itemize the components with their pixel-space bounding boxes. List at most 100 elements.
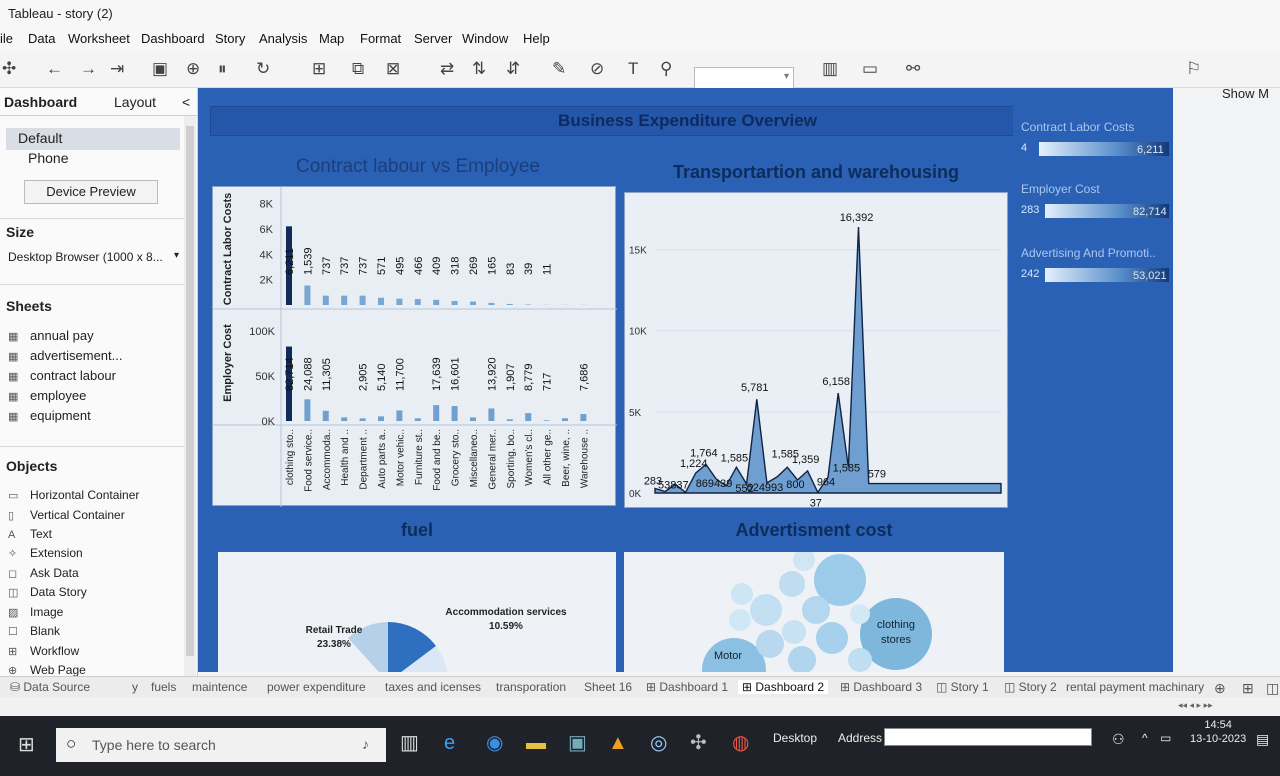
duplicate-icon[interactable]: ⧉ <box>352 59 365 78</box>
swap-icon[interactable]: ⇄ <box>440 59 455 78</box>
tab-scroll-arrows-icon[interactable]: ◂◂ ◂ ▸ ▸▸ <box>1178 700 1213 710</box>
tab-sheet[interactable]: y <box>132 680 138 694</box>
show-me-button[interactable]: Show M <box>1222 86 1269 101</box>
fit-dropdown[interactable]: ▾ <box>694 67 794 89</box>
sort-asc-icon[interactable]: ⇅ <box>472 59 487 78</box>
tab-story-2[interactable]: ◫ Story 2 <box>1004 680 1057 694</box>
bubble[interactable] <box>793 549 815 571</box>
object-blank[interactable]: ☐ Blank <box>8 624 60 638</box>
scrollbar-thumb[interactable] <box>186 126 194 656</box>
object-data-story[interactable]: ◫ Data Story <box>8 585 87 599</box>
sheet-item[interactable]: ▦ employee <box>8 388 86 403</box>
bubble[interactable] <box>750 594 782 626</box>
object-image[interactable]: ▨ Image <box>8 605 63 619</box>
tab-dashboard-2[interactable]: ⊞ Dashboard 2 <box>738 680 829 694</box>
undo-icon[interactable]: ← <box>46 59 63 78</box>
redo-icon[interactable]: → <box>80 59 97 78</box>
bubble[interactable] <box>850 604 870 624</box>
tableau-logo-icon[interactable]: ✣ <box>2 59 17 78</box>
tab-sheet[interactable]: fuels <box>151 680 177 694</box>
pie-slice-accommodation[interactable] <box>388 622 436 682</box>
tab-story-1[interactable]: ◫ Story 1 <box>936 680 989 694</box>
object-workflow[interactable]: ⊞ Workflow <box>8 644 79 658</box>
refresh-icon[interactable]: ↻ <box>256 59 271 78</box>
chevron-down-icon[interactable]: ▾ <box>174 250 180 261</box>
task-view-icon[interactable]: ▥ <box>400 732 419 754</box>
menu-map[interactable]: Map <box>319 31 345 46</box>
bubble-clothing-stores[interactable] <box>860 598 932 670</box>
file-explorer-icon[interactable]: ▬ <box>526 732 546 754</box>
pause-updates-icon[interactable]: ⏸ <box>218 59 227 78</box>
app-icon[interactable]: ◎ <box>650 732 668 754</box>
sheet-item[interactable]: ▦ annual pay <box>8 328 94 343</box>
people-icon[interactable]: ⚇ <box>1112 731 1125 747</box>
bubble[interactable] <box>756 630 784 658</box>
kpi-gradient-advertising[interactable] <box>1045 268 1169 282</box>
bubble[interactable] <box>802 596 830 624</box>
bubble[interactable] <box>731 583 753 605</box>
tab-sheet[interactable]: taxes and icenses <box>385 680 482 694</box>
tab-dashboard[interactable]: Dashboard <box>4 94 78 110</box>
notification-icon[interactable]: ▤ <box>1256 731 1270 747</box>
bubble[interactable] <box>729 609 751 631</box>
clear-sheet-icon[interactable]: ⊠ <box>386 59 401 78</box>
taskbar-search[interactable]: ○ Type here to search ♪ <box>56 728 386 762</box>
menu-data[interactable]: Data <box>28 31 56 46</box>
taskbar-desktop[interactable]: Desktop <box>773 731 818 745</box>
tab-sheet[interactable]: power expenditure <box>267 680 366 694</box>
menu-analysis[interactable]: Analysis <box>259 31 308 46</box>
kpi-gradient-employer[interactable] <box>1045 204 1169 218</box>
menu-story[interactable]: Story <box>215 31 246 46</box>
tab-sheet[interactable]: Sheet 16 <box>584 680 633 694</box>
fuel-pie-chart[interactable]: Retail Trade 23.38% Accommodation servic… <box>218 552 616 682</box>
contract-vs-employee-chart[interactable]: Contract Labor Costs Employer Cost 8K 6K 4K 2… <box>212 186 617 507</box>
device-default-selected[interactable] <box>6 128 180 150</box>
bubble[interactable] <box>816 622 848 654</box>
object-extension[interactable]: ✧ Extension <box>8 546 83 560</box>
object-horizontal-container[interactable]: ▭ Horizontal Container <box>8 488 139 502</box>
edge-icon[interactable]: e <box>444 732 456 754</box>
object-text[interactable]: A Text <box>8 527 52 541</box>
sheet-item[interactable]: ▦ contract labour <box>8 368 116 383</box>
replay-icon[interactable]: ⇥ <box>110 59 125 78</box>
collapse-pane-icon[interactable]: < <box>182 94 191 110</box>
new-sheet-icon[interactable]: ⊞ <box>312 59 327 78</box>
menu-format[interactable]: Format <box>360 31 402 46</box>
object-ask-data[interactable]: ◻ Ask Data <box>8 566 79 580</box>
tab-sheet[interactable]: rental payment machinary <box>1066 680 1205 694</box>
sheet-item[interactable]: ▦ advertisement... <box>8 348 123 363</box>
pie-slice-retail[interactable] <box>348 622 388 682</box>
bubble[interactable] <box>782 620 806 644</box>
transport-warehousing-chart[interactable]: 15K 10K 5K 0K 283 53837 1,224 1,764 869439 1,585 5… <box>624 192 1008 509</box>
tab-dashboard-1[interactable]: ⊞ Dashboard 1 <box>646 680 728 694</box>
tab-sheet[interactable]: transporation <box>496 680 567 694</box>
menu-server[interactable]: Server <box>414 31 453 46</box>
bubble[interactable] <box>848 648 872 672</box>
size-select[interactable]: Desktop Browser (1000 x 8... <box>8 250 163 264</box>
highlight-icon[interactable]: ✎ <box>552 59 567 78</box>
tab-layout[interactable]: Layout <box>114 94 157 110</box>
vlc-icon[interactable]: ▲ <box>608 732 628 754</box>
group-icon[interactable]: ⊘ <box>590 59 605 78</box>
store-icon[interactable]: ▣ <box>568 732 587 754</box>
network-icon[interactable]: ▭ <box>1160 731 1172 745</box>
chrome-icon[interactable]: ◍ <box>732 732 750 754</box>
new-dashboard-icon[interactable]: ⊞ <box>1242 680 1254 696</box>
taskbar-clock[interactable]: 14:54 13-10-2023 <box>1190 718 1246 746</box>
menu-file[interactable]: ile <box>0 31 14 46</box>
show-cards-icon[interactable]: ▥ <box>822 59 839 78</box>
presentation-icon[interactable]: ▭ <box>862 59 879 78</box>
menu-window[interactable]: Window <box>462 31 509 46</box>
pin-highlight-icon[interactable]: ⚐ <box>1186 59 1202 78</box>
kpi-gradient-contract[interactable] <box>1039 142 1169 156</box>
new-story-icon[interactable]: ◫ <box>1266 680 1280 696</box>
label-icon[interactable]: T <box>628 59 639 78</box>
tab-sheet[interactable]: maintence <box>192 680 248 694</box>
tab-dashboard-3[interactable]: ⊞ Dashboard 3 <box>840 680 922 694</box>
pin-icon[interactable]: ⚲ <box>660 59 673 78</box>
menu-worksheet[interactable]: Worksheet <box>68 31 130 46</box>
bubble[interactable] <box>779 571 805 597</box>
bubble[interactable] <box>814 554 866 606</box>
menu-dashboard[interactable]: Dashboard <box>141 31 205 46</box>
microphone-icon[interactable]: ♪ <box>362 736 369 752</box>
